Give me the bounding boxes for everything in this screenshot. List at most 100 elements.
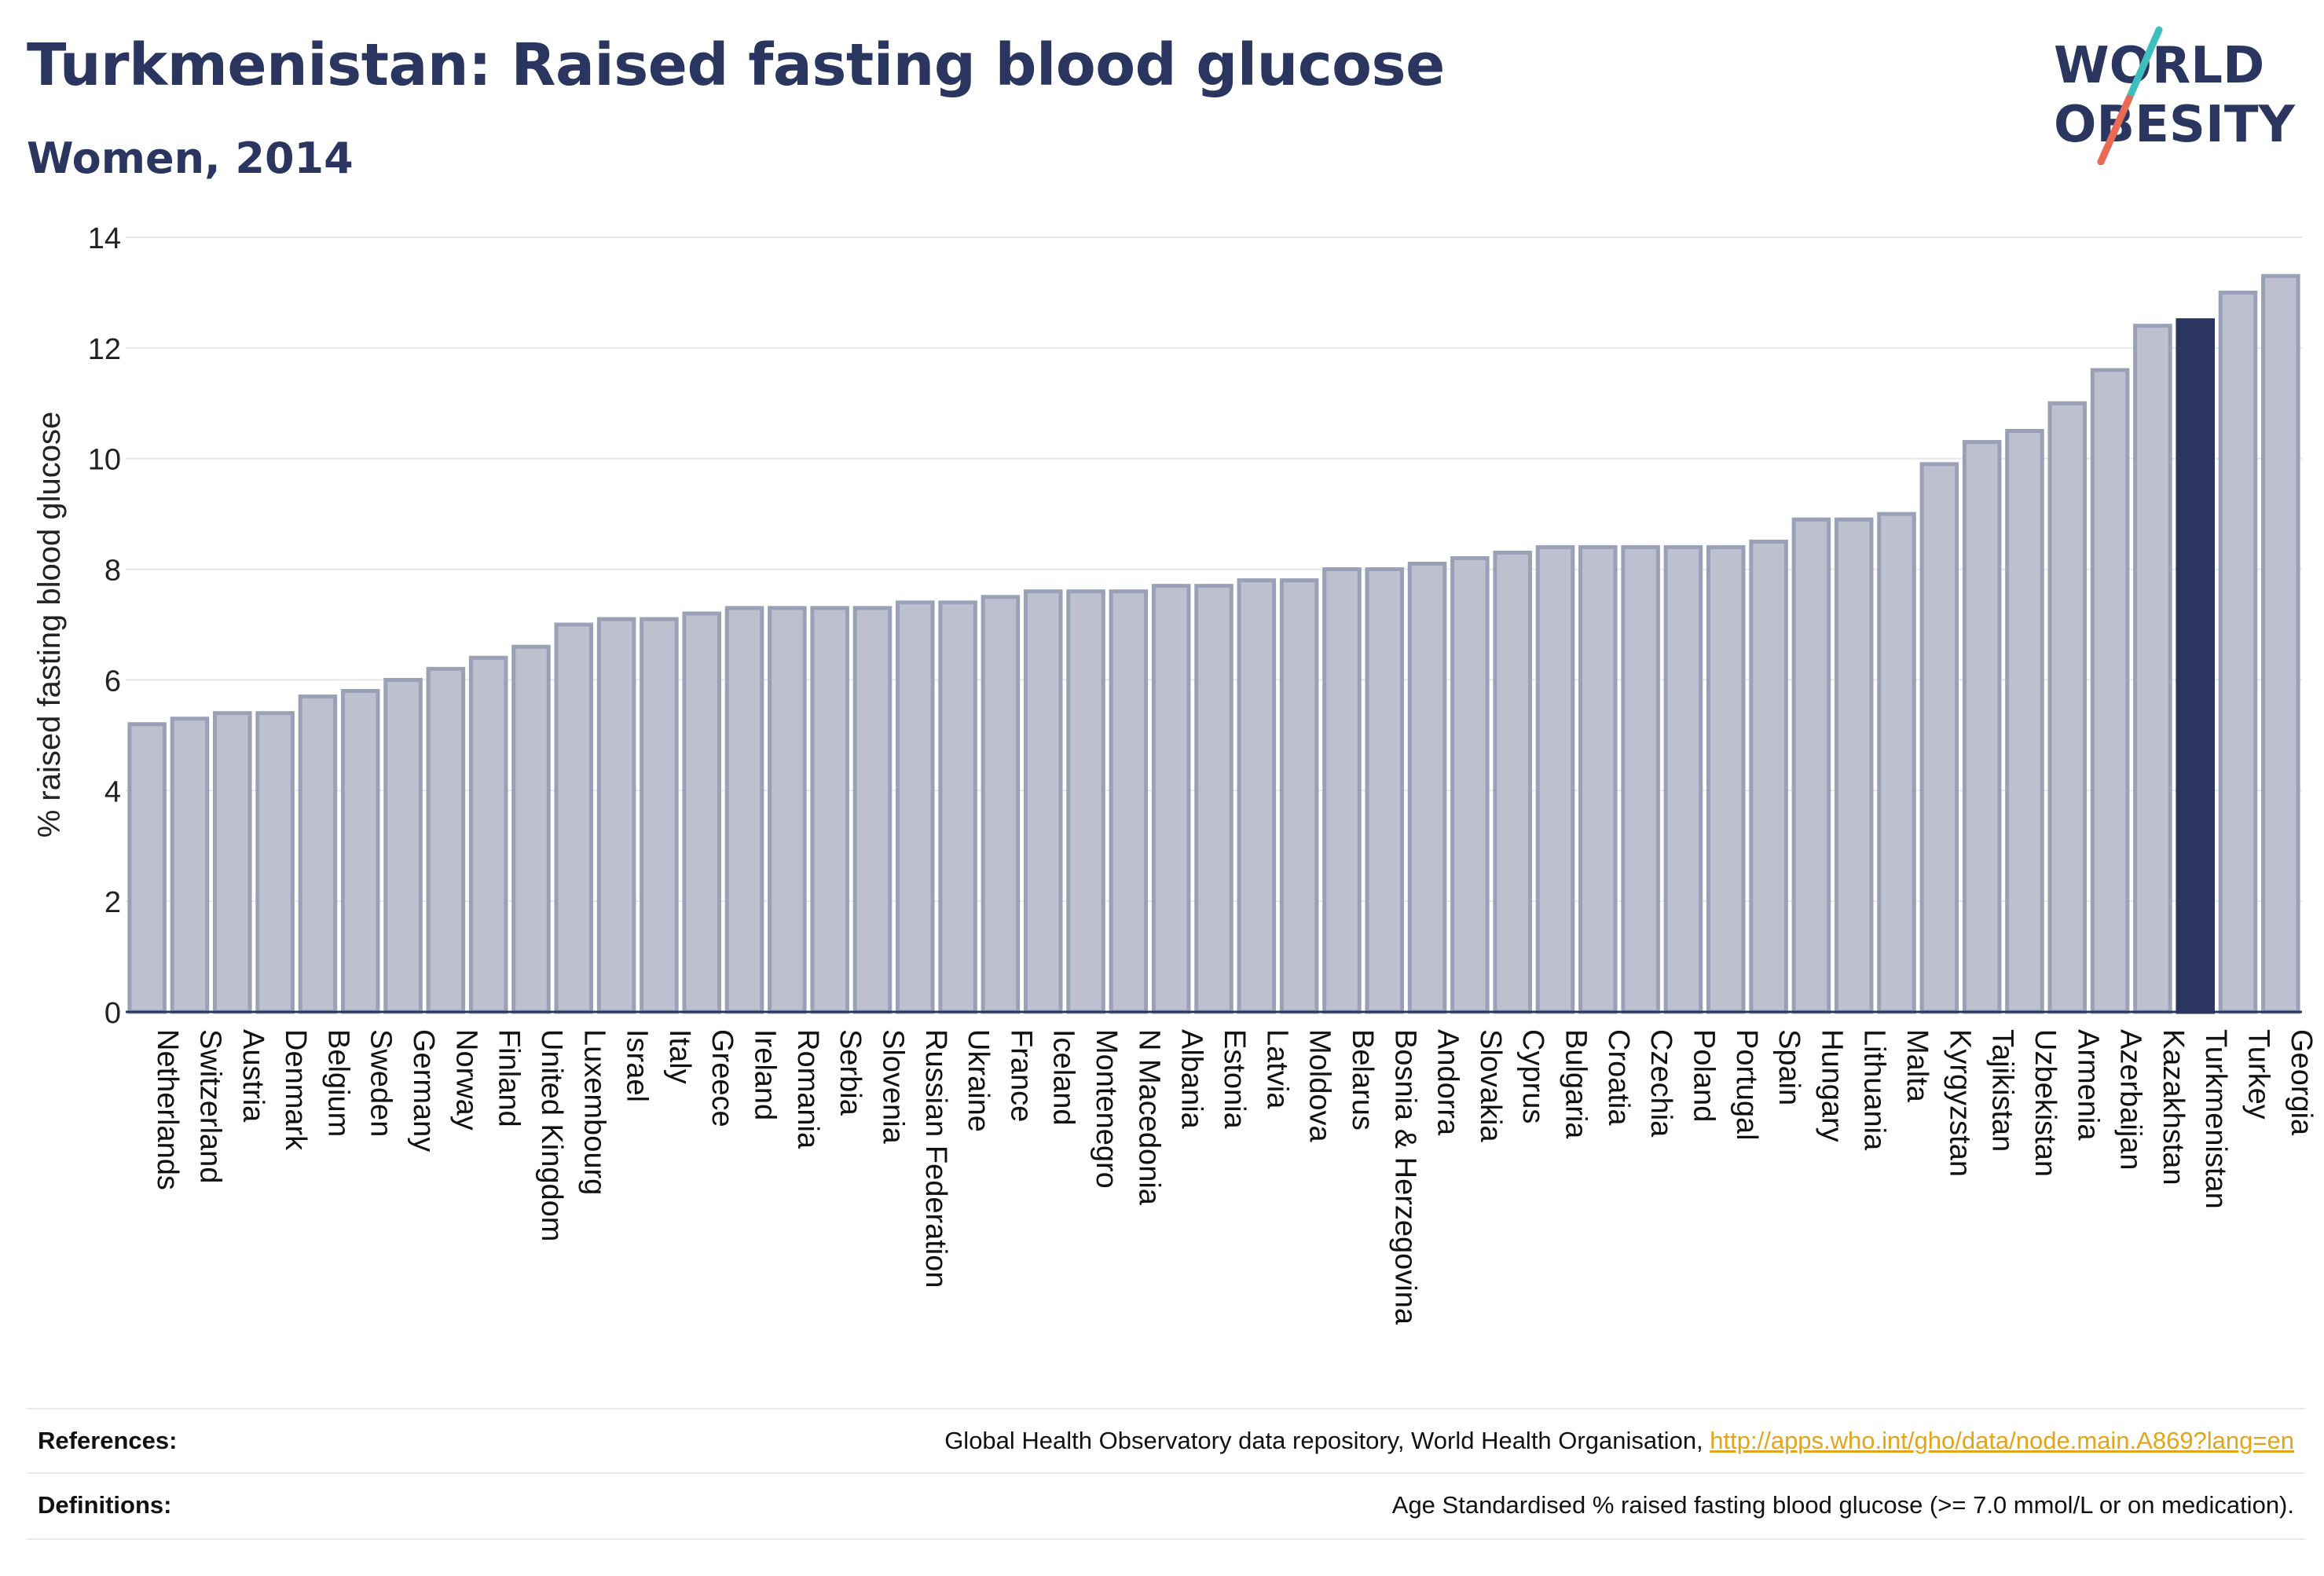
x-tick-label: Cyprus: [1516, 1029, 1549, 1123]
bar: [170, 717, 210, 1014]
x-tick-label: Belarus: [1346, 1029, 1379, 1131]
bar: [1962, 440, 2002, 1014]
bar: [1407, 562, 1447, 1014]
bar: [255, 711, 295, 1014]
bar: [1023, 589, 1063, 1014]
bar: [298, 695, 338, 1014]
x-tick-label: Norway: [449, 1029, 482, 1131]
x-tick-label: Ireland: [749, 1029, 782, 1120]
x-tick-label: Montenegro: [1090, 1029, 1123, 1189]
bar: [213, 711, 252, 1014]
references-value: Global Health Observatory data repositor…: [944, 1427, 2294, 1455]
bar: [1109, 589, 1149, 1014]
bar: [981, 595, 1021, 1014]
bar: [1493, 550, 1532, 1014]
y-tick-label: 14: [88, 222, 121, 255]
x-tick-label: Slovakia: [1474, 1029, 1507, 1142]
x-tick-label: Lithuania: [1858, 1029, 1891, 1151]
bar: [938, 600, 977, 1014]
bars: [127, 273, 2300, 1014]
x-tick-label: United Kingdom: [535, 1029, 568, 1241]
world-obesity-logo: WORLD OBESITY: [2054, 26, 2295, 165]
logo-line1: WORLD: [2054, 37, 2264, 95]
bar: [1706, 544, 1746, 1014]
bar: [724, 606, 764, 1014]
bar: [468, 655, 508, 1014]
x-tick-label: Poland: [1687, 1029, 1720, 1122]
references-row: References: Global Health Observatory da…: [27, 1408, 2305, 1474]
bar: [1791, 517, 1831, 1014]
x-tick-label: Czechia: [1644, 1029, 1677, 1138]
logo-line2: OBESITY: [2054, 96, 2295, 154]
x-tick-label: Germany: [407, 1029, 440, 1152]
x-tick-label: Uzbekistan: [2029, 1029, 2062, 1177]
bar: [340, 689, 380, 1014]
x-tick-label: Spain: [1772, 1029, 1805, 1105]
references-label: References:: [38, 1427, 178, 1454]
x-tick-label: Switzerland: [193, 1029, 226, 1183]
bar: [1749, 539, 1788, 1014]
bar: [596, 617, 636, 1014]
bar: [640, 617, 679, 1014]
x-tick-label: Kazakhstan: [2157, 1029, 2190, 1186]
x-tick-label: Hungary: [1815, 1029, 1848, 1142]
y-tick-label: 0: [104, 997, 121, 1030]
bar: [1450, 555, 1490, 1014]
x-tick-label: Sweden: [365, 1029, 398, 1137]
x-tick-label: Kyrgyzstan: [1943, 1029, 1976, 1177]
bar: [768, 606, 807, 1014]
bar: [1621, 544, 1660, 1014]
bar: [383, 677, 423, 1014]
bar: [1365, 567, 1405, 1014]
bar: [1194, 584, 1233, 1014]
x-tick-label: Ukraine: [962, 1029, 995, 1132]
bar: [2047, 401, 2088, 1014]
bar: [511, 644, 551, 1014]
bar: [2218, 290, 2258, 1014]
bar: [1322, 567, 1362, 1014]
x-tick-label: Turkey: [2242, 1029, 2275, 1120]
chart-title: Turkmenistan: Raised fasting blood gluco…: [27, 31, 1445, 99]
bar: [2090, 368, 2130, 1014]
bar: [1919, 462, 1959, 1014]
x-tick-label: Finland: [493, 1029, 526, 1127]
x-axis-labels: Netherlands Switzerland Austria Denmark Belg…: [151, 1029, 2318, 1325]
x-tick-label: Denmark: [279, 1029, 312, 1151]
x-tick-label: France: [1004, 1029, 1037, 1122]
bar-chart: 0 2 4 6 8 10 12 14 Netherlands Switzerland Austri…: [32, 222, 2318, 1325]
bar: [2261, 273, 2300, 1014]
x-tick-label: Azerbaijan: [2114, 1029, 2147, 1171]
x-tick-label: Croatia: [1602, 1029, 1635, 1126]
y-tick-label: 12: [88, 333, 121, 366]
y-axis-ticks: 0 2 4 6 8 10 12 14: [88, 222, 121, 1030]
bar: [1578, 544, 1618, 1014]
x-tick-label: Austria: [236, 1029, 269, 1123]
bar: [1151, 584, 1191, 1014]
references-text: Global Health Observatory data repositor…: [944, 1427, 1710, 1454]
x-tick-label: Russian Federation: [919, 1029, 952, 1288]
bar: [1237, 578, 1277, 1014]
x-tick-label: Luxembourg: [577, 1029, 610, 1195]
bar: [682, 611, 722, 1014]
bar: [896, 600, 935, 1014]
bar: [2005, 429, 2044, 1014]
x-tick-label: Tajikistan: [1986, 1029, 2019, 1152]
x-tick-label: Netherlands: [151, 1029, 184, 1190]
x-tick-label: Bosnia & Herzegovina: [1388, 1029, 1421, 1325]
x-tick-label: Israel: [621, 1029, 654, 1102]
chart-subtitle: Women, 2014: [27, 134, 354, 183]
x-tick-label: Romania: [791, 1029, 824, 1149]
definitions-value: Age Standardised % raised fasting blood …: [1391, 1491, 2294, 1519]
references-link[interactable]: http://apps.who.int/gho/data/node.main.A…: [1710, 1427, 2294, 1454]
x-tick-label: Belgium: [321, 1029, 354, 1137]
y-tick-label: 4: [104, 775, 121, 808]
y-tick-label: 8: [104, 555, 121, 588]
x-tick-label: Italy: [663, 1029, 696, 1084]
bar: [554, 622, 594, 1014]
y-tick-label: 6: [104, 665, 121, 698]
x-tick-label: Moldova: [1303, 1029, 1336, 1142]
x-tick-label: Iceland: [1047, 1029, 1080, 1126]
x-tick-label: Latvia: [1260, 1029, 1293, 1109]
x-tick-label: Greece: [706, 1029, 739, 1127]
y-axis-label: % raised fasting blood glucose: [32, 412, 67, 838]
